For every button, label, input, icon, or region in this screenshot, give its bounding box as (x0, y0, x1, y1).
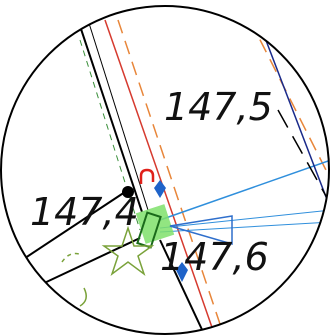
lot-label-left: 147,4 (30, 190, 139, 234)
parcel-boundary-line (39, 237, 141, 286)
easement-dashed-line (117, 19, 225, 334)
black-dashed-line (277, 109, 329, 206)
parcel-boundary-line (159, 239, 206, 334)
survey-point-icon[interactable] (122, 186, 134, 198)
parcel-boundary-line (87, 19, 149, 211)
power-pole-icon[interactable] (136, 211, 162, 249)
green-dashed-line (79, 39, 141, 231)
parcel-boundary-line (77, 19, 143, 213)
connector-diamond-icon[interactable] (154, 180, 166, 198)
blue-service-line (159, 221, 329, 233)
parcel-boundary-line (9, 189, 129, 269)
tree-star-icon (101, 225, 155, 277)
lot-label-lower-right: 147,6 (160, 235, 269, 279)
lot-label-upper-right: 147,5 (164, 85, 273, 129)
connector-diamond-icon[interactable] (176, 262, 188, 282)
navy-route-line (261, 29, 329, 211)
pole-highlight (135, 204, 175, 244)
anchor-icon[interactable] (139, 168, 155, 184)
blue-service-line (159, 159, 329, 221)
tree-arc-decoration (79, 287, 87, 307)
blue-service-line (159, 209, 329, 229)
triangle-marker-icon[interactable] (169, 215, 233, 245)
easement-dashed-line (249, 19, 329, 181)
magnifier-ring (0, 5, 330, 335)
road-centerline (104, 19, 216, 334)
tree-arc-decoration (61, 252, 83, 263)
